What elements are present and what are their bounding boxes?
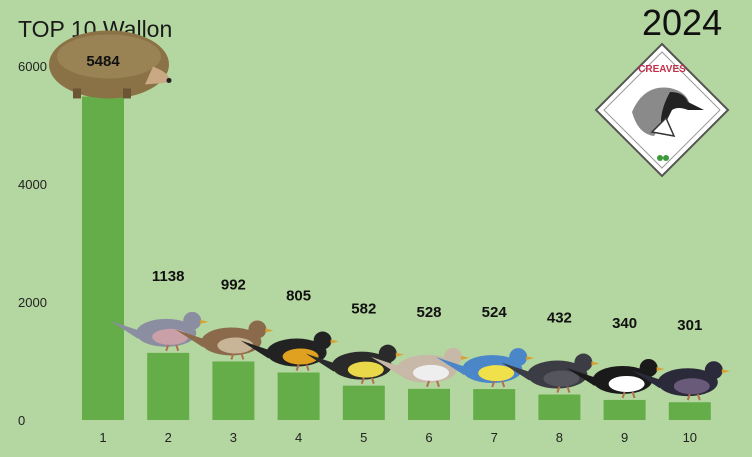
x-tick-label: 6 [425,430,432,445]
bar [408,388,450,420]
creaves-logo: CREAVES [594,42,730,178]
blackbird-icon [240,331,339,371]
x-tick-label: 4 [295,430,302,445]
x-axis: 1 2 3 4 5 6 7 8 9 10 [99,430,697,445]
data-label: 582 [351,301,376,318]
data-label: 301 [677,317,702,334]
bar [82,96,124,420]
x-tick-label: 1 [99,430,106,445]
collared-dove-icon [371,347,469,388]
y-tick-label: 4000 [18,177,47,192]
bar [342,385,385,420]
bars [82,96,711,420]
logo-text: CREAVES [638,64,686,75]
data-label: 528 [416,304,441,321]
swift-icon [501,353,600,393]
x-tick-label: 10 [683,430,697,445]
house-sparrow-icon [175,320,274,360]
y-axis: 0 2000 4000 6000 [18,59,47,428]
species-icons [49,30,730,401]
y-tick-label: 2000 [18,295,47,310]
data-label: 1138 [152,268,185,285]
bar [277,372,320,420]
blue-tit-icon [436,348,535,388]
data-label: 432 [547,310,572,327]
bar [212,361,255,420]
data-labels: 5484 1138 992 805 582 528 524 432 340 301 [86,53,702,334]
y-tick-label: 0 [18,413,25,428]
x-tick-label: 8 [556,430,563,445]
x-tick-label: 3 [230,430,237,445]
x-tick-label: 5 [360,430,367,445]
x-tick-label: 7 [491,430,498,445]
bar [668,402,711,420]
data-label: 340 [612,315,637,332]
data-label: 5484 [86,53,120,70]
y-tick-label: 6000 [18,59,47,74]
bar [147,352,190,420]
wood-pigeon-icon [110,311,209,352]
starling-icon [631,361,730,401]
data-label: 524 [482,304,508,321]
bar [538,394,581,420]
x-tick-label: 2 [165,430,172,445]
year-label: 2024 [642,2,723,43]
x-tick-label: 9 [621,430,628,445]
bar [603,399,646,420]
data-label: 992 [221,276,246,293]
great-tit-icon [305,344,404,384]
bar [473,389,516,420]
data-label: 805 [286,288,311,305]
hedgehog-icon [49,30,172,99]
